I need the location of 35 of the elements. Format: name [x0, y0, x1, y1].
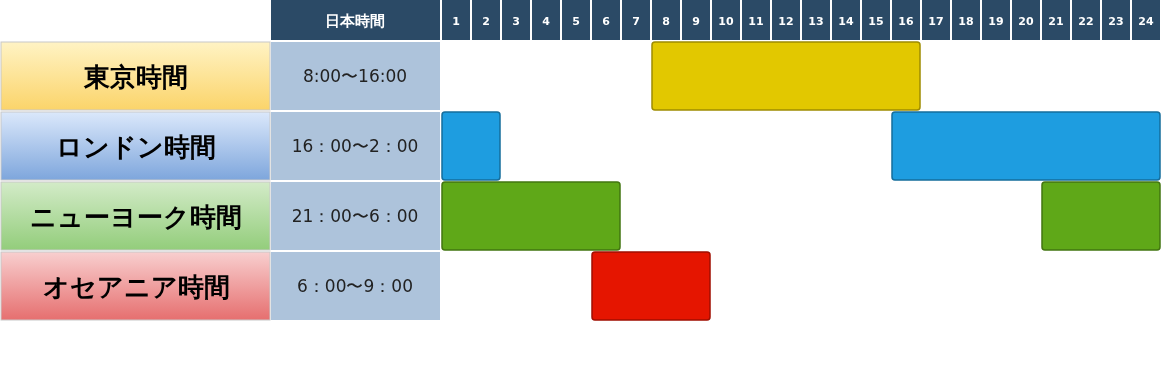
x-tick-label: 3 — [512, 15, 520, 28]
x-tick-label: 13 — [808, 15, 824, 28]
x-tick-label: 9 — [692, 15, 700, 28]
bar — [651, 41, 921, 111]
y-tick-label: 東京時間 — [83, 62, 188, 92]
y-tick-label: ニューヨーク時間 — [30, 202, 242, 232]
x-tick-label: 5 — [572, 15, 580, 28]
bar — [591, 251, 711, 321]
x-tick-label: 21 — [1048, 15, 1064, 28]
text: 21：00〜6：00 — [291, 206, 419, 226]
x-tick-label: 14 — [838, 15, 854, 28]
x-tick-label: 6 — [602, 15, 611, 28]
x-tick-label: 23 — [1108, 15, 1124, 28]
x-tick-label: 11 — [748, 15, 764, 28]
text: 8:00〜16:00 — [302, 66, 408, 86]
x-tick-label: 7 — [632, 15, 640, 28]
x-tick-label: 12 — [778, 15, 794, 28]
x-tick-label: 15 — [868, 15, 884, 28]
x-tick-label: 2 — [482, 15, 490, 28]
x-tick-label: 17 — [928, 15, 944, 28]
x-tick-label: 1 — [452, 15, 460, 28]
x-tick-label: 22 — [1078, 15, 1094, 28]
text: 16：00〜2：00 — [291, 136, 419, 156]
y-tick-label: オセアニア時間 — [42, 272, 230, 302]
y-axis-title: 日本時間 — [325, 12, 385, 30]
x-tick-label: 8 — [662, 15, 670, 28]
x-tick-label: 18 — [958, 15, 974, 28]
x-tick-label: 4 — [542, 15, 551, 28]
x-tick-label: 19 — [988, 15, 1004, 28]
x-tick-label: 24 — [1138, 15, 1154, 28]
y-tick-label: ロンドン時間 — [56, 132, 216, 162]
x-tick-label: 20 — [1018, 15, 1034, 28]
text: 6：00〜9：00 — [297, 276, 413, 296]
x-tick-label: 10 — [718, 15, 734, 28]
x-tick-label: 16 — [898, 15, 914, 28]
